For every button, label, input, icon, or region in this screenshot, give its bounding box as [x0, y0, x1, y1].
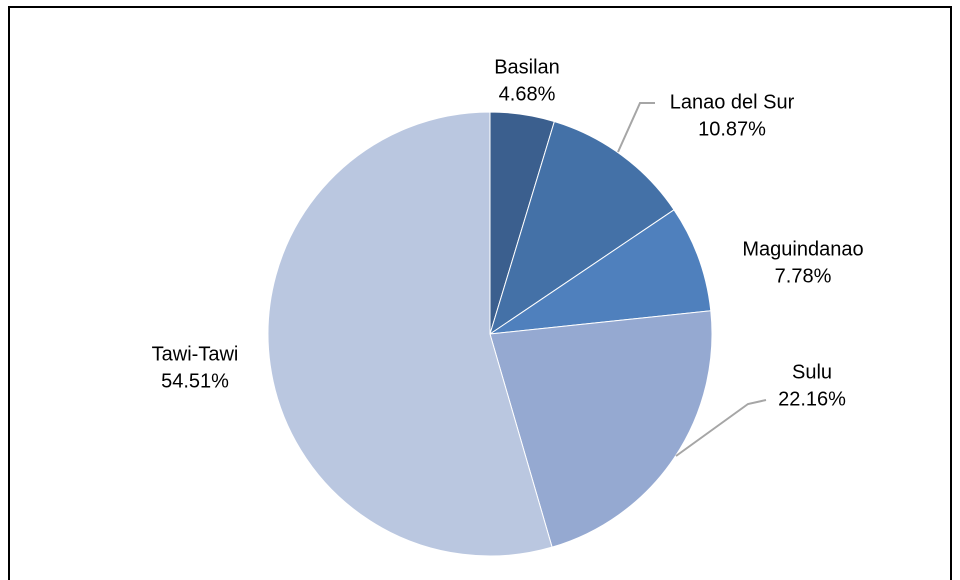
pie: [267, 111, 713, 557]
slice-label: Basilan: [494, 56, 560, 78]
pie-slice: [267, 111, 553, 557]
slice-label: Maguindanao: [742, 238, 863, 260]
slice-value-label: 4.68%: [499, 83, 556, 105]
slice-label: Tawi-Tawi: [152, 343, 239, 365]
leader-line: [675, 399, 767, 457]
slice-label: Sulu: [792, 361, 832, 383]
pie-slice: [489, 310, 713, 548]
pie-slice: [489, 209, 712, 335]
slice-value-label: 10.87%: [698, 118, 766, 140]
pie-slice: [489, 120, 675, 336]
slice-value-label: 22.16%: [778, 388, 846, 410]
chart-frame: [8, 6, 952, 580]
slice-value-label: 54.51%: [161, 370, 229, 392]
leader-line: [617, 102, 655, 153]
slice-value-label: 7.78%: [775, 265, 832, 287]
slice-label: Lanao del Sur: [670, 91, 795, 113]
